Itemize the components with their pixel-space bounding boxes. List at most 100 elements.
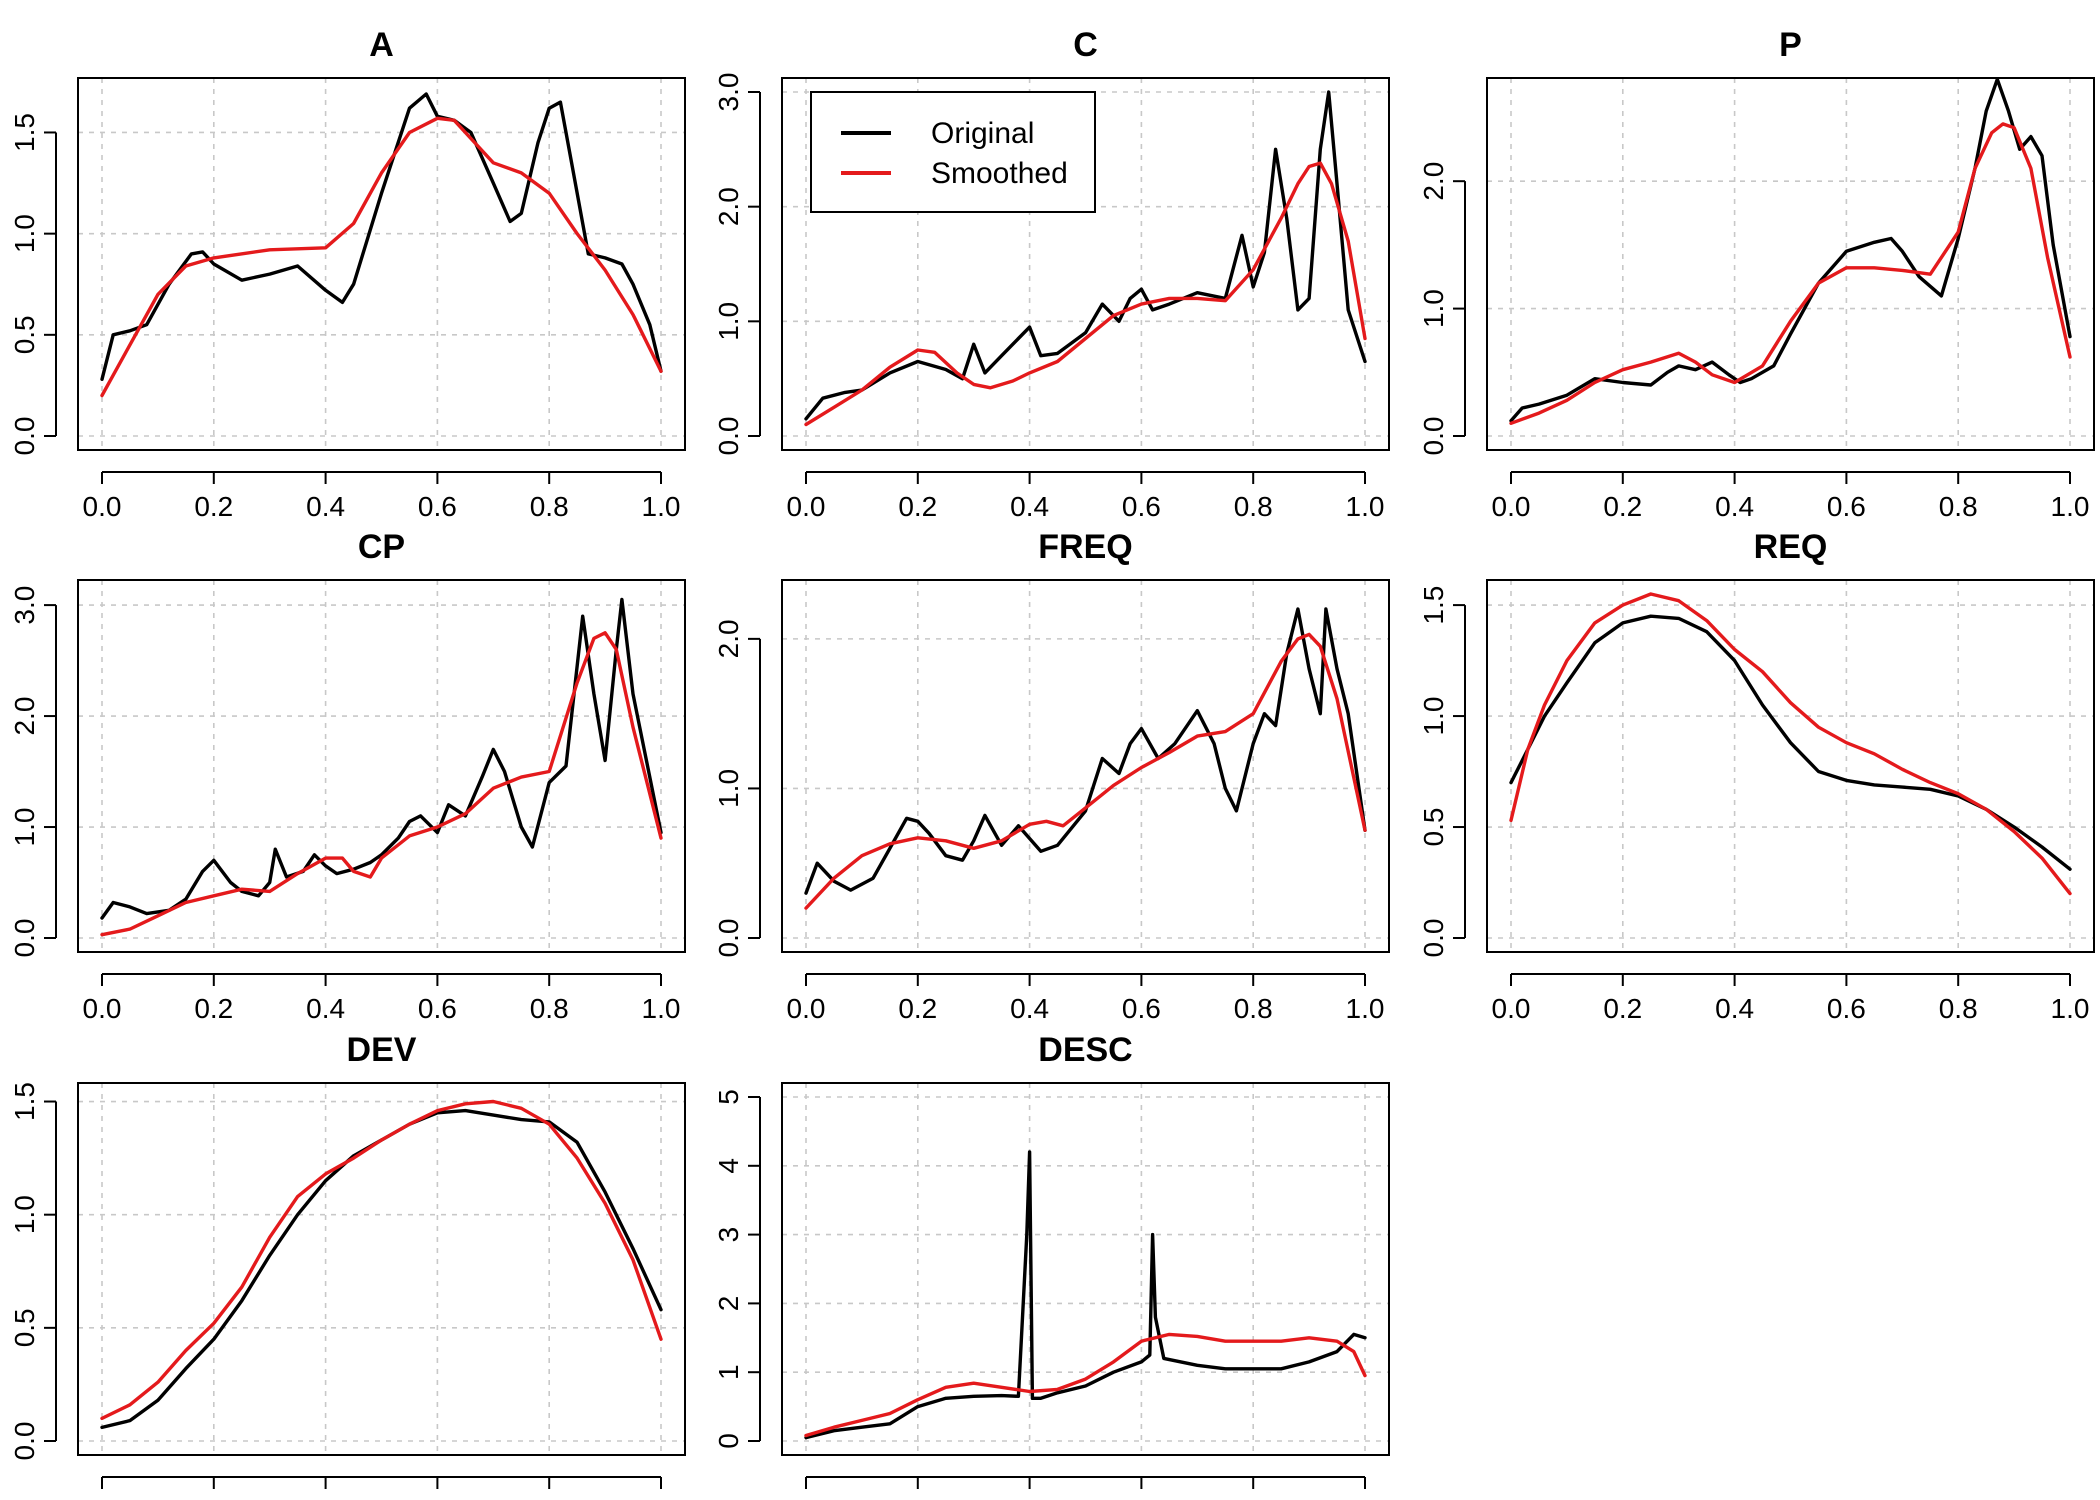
y-tick-label: 0.5 [9, 1308, 40, 1347]
x-tick-label: 0.8 [1234, 993, 1273, 1024]
series-line-original [804, 1150, 1367, 1440]
x-tick-label: 0.6 [418, 491, 457, 522]
y-tick-label: 1.0 [713, 302, 744, 341]
x-tick-label: 0.2 [898, 491, 937, 522]
y-tick-label: 3.0 [9, 586, 40, 625]
y-tick-label: 1.5 [1418, 586, 1449, 625]
y-tick-label: 4 [713, 1158, 744, 1174]
series-line-original [804, 607, 1367, 895]
x-tick-label: 0.8 [530, 491, 569, 522]
panel-dev: DEV 0.0 0.2 0.4 0.6 0.8 1.0 0.0 0.5 1.0 1.5 [9, 1031, 686, 1500]
x-tick-label: 0.2 [194, 491, 233, 522]
x-tick-label: 0.6 [1122, 993, 1161, 1024]
panel-cp: CP 0.0 0.2 0.4 0.6 0.8 1.0 0.0 1.0 2.0 3.0 [9, 528, 686, 1024]
series-line-original [1509, 77, 2072, 423]
plot-frame [1486, 579, 2095, 953]
x-tick-label: 0.8 [1939, 491, 1978, 522]
panel-req: REQ 0.0 0.2 0.4 0.6 0.8 1.0 0.0 0.5 1.0 1.5 [1418, 528, 2095, 1024]
series-line-smoothed [1509, 122, 2072, 425]
x-tick-label: 0.2 [1603, 491, 1642, 522]
series-line-smoothed [804, 161, 1367, 427]
y-tick-label: 0.5 [1418, 808, 1449, 847]
plot-frame [77, 579, 686, 953]
x-tick-label: 0.6 [1122, 491, 1161, 522]
x-tick-label: 0.0 [83, 491, 122, 522]
legend-label: Original [931, 117, 1034, 150]
panel-title: REQ [1754, 528, 1828, 566]
x-tick-label: 0.0 [1492, 993, 1531, 1024]
y-tick-label: 1 [713, 1364, 744, 1380]
x-tick-label: 0.8 [1234, 491, 1273, 522]
panel-desc: DESC 0.0 0.2 0.4 0.6 0.8 1.0 0 1 2 3 4 5 [713, 1031, 1390, 1500]
panel-title: CP [358, 528, 405, 566]
x-tick-label: 0.4 [306, 491, 345, 522]
x-tick-label: 0.8 [1939, 993, 1978, 1024]
y-tick-label: 0.0 [1418, 417, 1449, 456]
x-tick-label: 0.6 [418, 993, 457, 1024]
series-line-smoothed [100, 116, 663, 398]
x-tick-label: 0.2 [898, 1496, 937, 1500]
y-tick-label: 2.0 [713, 619, 744, 658]
x-tick-label: 0.0 [83, 993, 122, 1024]
x-tick-label: 0.0 [787, 491, 826, 522]
y-tick-label: 0.0 [9, 919, 40, 958]
series-line-original [1509, 614, 2072, 871]
x-tick-label: 0.4 [1715, 993, 1754, 1024]
y-tick-label: 1.0 [9, 1195, 40, 1234]
y-tick-label: 1.5 [9, 1082, 40, 1121]
plot-frame [781, 1082, 1390, 1456]
y-tick-label: 3 [713, 1227, 744, 1243]
x-tick-label: 0.4 [1715, 491, 1754, 522]
x-tick-label: 0.6 [1827, 491, 1866, 522]
panel-title: DEV [347, 1031, 417, 1069]
x-tick-label: 0.2 [1603, 993, 1642, 1024]
panel-p: P 0.0 0.2 0.4 0.6 0.8 1.0 0.0 1.0 2.0 [1418, 26, 2095, 522]
y-tick-label: 0.0 [713, 417, 744, 456]
x-tick-label: 0.6 [1827, 993, 1866, 1024]
plot-frame [781, 579, 1390, 953]
y-tick-label: 0.0 [9, 1422, 40, 1461]
series-line-smoothed [100, 1099, 663, 1421]
legend: Original Smoothed [810, 91, 1096, 213]
x-tick-label: 0.0 [83, 1496, 122, 1500]
plot-frame [77, 77, 686, 451]
x-tick-label: 1.0 [2051, 993, 2090, 1024]
panel-title: C [1073, 26, 1098, 64]
plot-frame [781, 77, 1390, 451]
y-tick-label: 0.0 [713, 919, 744, 958]
y-tick-label: 1.0 [713, 769, 744, 808]
series-line-smoothed [804, 1332, 1367, 1438]
x-tick-label: 1.0 [2051, 491, 2090, 522]
plot-frame [77, 1082, 686, 1456]
y-tick-label: 0.0 [1418, 919, 1449, 958]
y-tick-label: 2 [713, 1296, 744, 1312]
y-tick-label: 2.0 [713, 187, 744, 226]
x-tick-label: 0.2 [898, 993, 937, 1024]
y-tick-label: 2.0 [1418, 162, 1449, 201]
panel-a: A 0.0 0.2 0.4 0.6 0.8 1.0 0.0 0.5 1.0 1.5 [9, 26, 686, 522]
panel-title: P [1779, 26, 1802, 64]
x-tick-label: 0.8 [1234, 1496, 1273, 1500]
legend-label: Smoothed [931, 157, 1068, 190]
x-tick-label: 0.0 [787, 1496, 826, 1500]
series-line-smoothed [804, 632, 1367, 910]
x-tick-label: 0.6 [418, 1496, 457, 1500]
x-tick-label: 0.4 [1010, 1496, 1049, 1500]
y-tick-label: 1.5 [9, 113, 40, 152]
legend-box [810, 91, 1096, 213]
x-tick-label: 1.0 [1346, 993, 1385, 1024]
x-tick-label: 0.4 [1010, 993, 1049, 1024]
x-tick-label: 0.0 [787, 993, 826, 1024]
series-line-original [100, 597, 663, 920]
y-tick-label: 0 [713, 1433, 744, 1449]
y-tick-label: 1.0 [1418, 697, 1449, 736]
series-line-original [100, 92, 663, 381]
panel-title: A [369, 26, 394, 64]
y-tick-label: 3.0 [713, 73, 744, 112]
x-tick-label: 0.4 [306, 993, 345, 1024]
panel-title: FREQ [1038, 528, 1132, 566]
y-tick-label: 1.0 [9, 808, 40, 847]
x-tick-label: 0.4 [306, 1496, 345, 1500]
x-tick-label: 0.8 [530, 993, 569, 1024]
x-tick-label: 0.4 [1010, 491, 1049, 522]
